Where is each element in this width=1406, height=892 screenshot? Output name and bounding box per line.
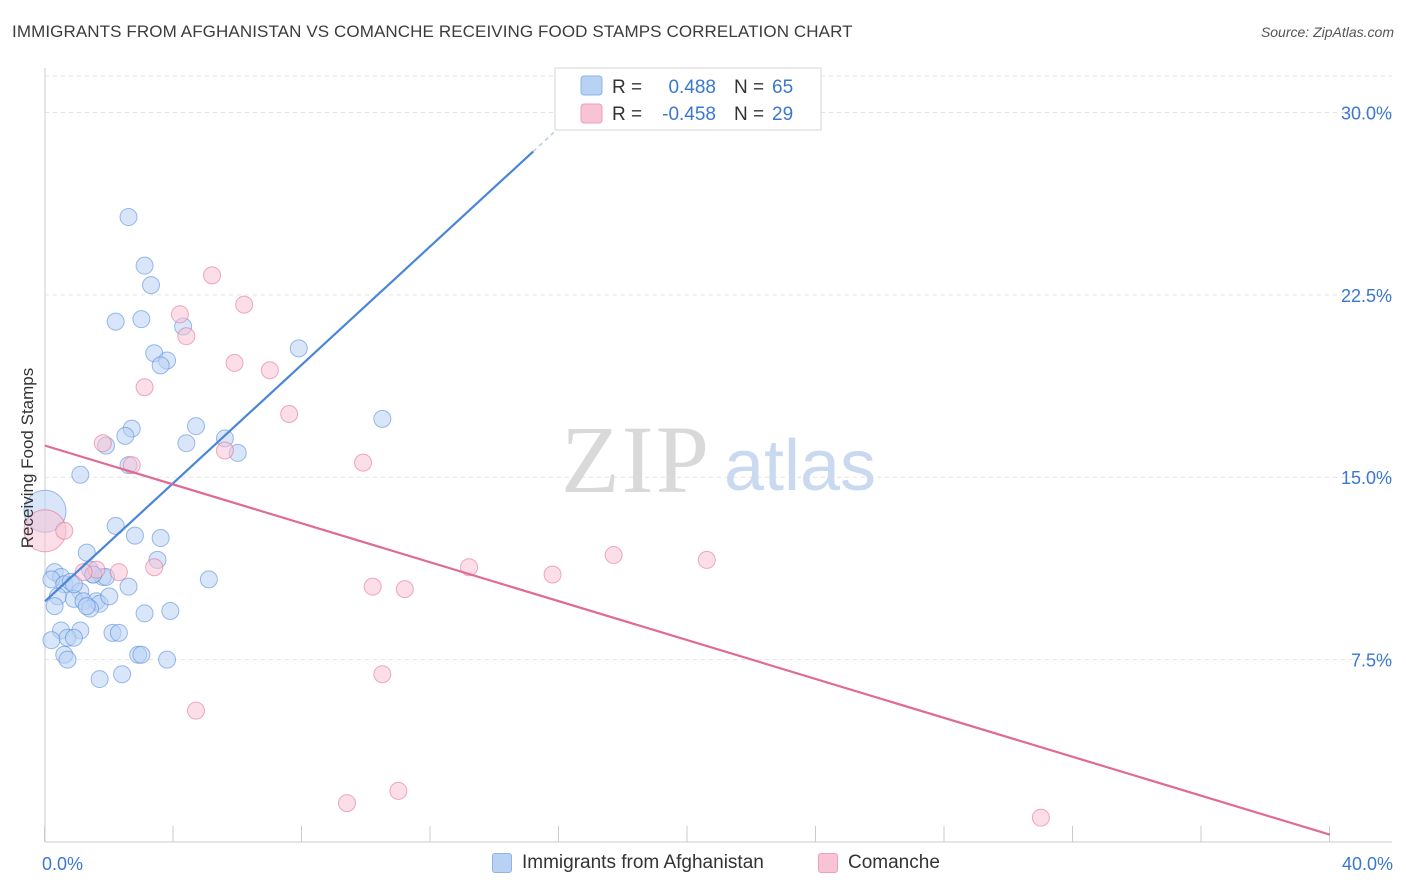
point-afghanistan [58, 650, 77, 669]
point-afghanistan [116, 426, 135, 445]
legend-item-afghanistan: Immigrants from Afghanistan [492, 852, 764, 874]
y-tick-label: 30.0% [1341, 103, 1392, 123]
point-afghanistan [119, 577, 138, 596]
watermark-zip: ZIP [561, 406, 711, 513]
legend-swatch-afghanistan [492, 853, 512, 873]
y-tick-label: 7.5% [1351, 651, 1392, 671]
point-comanche [354, 453, 373, 472]
x-tick-label: 40.0% [1342, 854, 1393, 874]
point-comanche [1031, 808, 1050, 827]
series-legend: Immigrants from Afghanistan Comanche [0, 852, 1406, 878]
point-comanche [395, 580, 414, 599]
point-afghanistan [119, 208, 138, 227]
stats-r-value-1: 0.488 [668, 77, 716, 98]
point-comanche [260, 361, 279, 380]
point-afghanistan [45, 597, 64, 616]
point-comanche [74, 563, 93, 582]
legend-item-comanche: Comanche [818, 852, 940, 874]
point-afghanistan [100, 587, 119, 606]
point-comanche [280, 405, 299, 424]
point-afghanistan [109, 623, 128, 642]
point-afghanistan [135, 604, 154, 623]
stats-n-value-1: 65 [772, 77, 793, 98]
point-afghanistan [151, 356, 170, 375]
x-tick-label: 0.0% [42, 854, 83, 874]
y-tick-labels: 7.5% 15.0% 22.5% 30.0% [1341, 103, 1392, 670]
point-afghanistan [71, 465, 90, 484]
gridlines [45, 75, 1392, 661]
point-afghanistan [289, 339, 308, 358]
point-comanche [389, 781, 408, 800]
point-comanche [186, 701, 205, 720]
point-afghanistan [177, 434, 196, 453]
chart-title: IMMIGRANTS FROM AFGHANISTAN VS COMANCHE … [12, 22, 853, 41]
watermark: ZIP atlas [561, 406, 876, 513]
point-afghanistan [161, 601, 180, 620]
stats-swatch-comanche [580, 103, 603, 124]
point-afghanistan [199, 570, 218, 589]
stats-n-label-1: N = [734, 77, 764, 98]
data-points [23, 208, 1050, 827]
source-label: Source: ZipAtlas.com [1260, 24, 1394, 40]
point-comanche [460, 558, 479, 577]
point-comanche [543, 565, 562, 584]
point-comanche [109, 563, 128, 582]
point-comanche [604, 546, 623, 565]
point-comanche [177, 327, 196, 346]
point-comanche [55, 521, 74, 540]
stats-r-label-1: R = [612, 77, 642, 98]
point-comanche [170, 305, 189, 324]
point-comanche [235, 295, 254, 314]
point-afghanistan [77, 543, 96, 562]
point-afghanistan [125, 526, 144, 545]
point-afghanistan [158, 650, 177, 669]
point-afghanistan [113, 665, 132, 684]
axes [44, 68, 1392, 843]
x-tick-labels: 0.0% 40.0% [42, 854, 1393, 874]
point-afghanistan [64, 628, 83, 647]
stats-n-value-2: 29 [772, 104, 793, 125]
point-comanche [697, 550, 716, 569]
point-afghanistan [373, 409, 392, 428]
point-afghanistan [42, 631, 61, 650]
y-tick-label: 15.0% [1341, 468, 1392, 488]
point-afghanistan [142, 276, 161, 295]
point-comanche [135, 378, 154, 397]
legend-label-afghanistan: Immigrants from Afghanistan [522, 852, 764, 873]
point-comanche [122, 456, 141, 475]
point-afghanistan [90, 670, 109, 689]
legend-label-comanche: Comanche [848, 852, 940, 873]
point-comanche [337, 794, 356, 813]
stats-n-label-2: N = [734, 104, 764, 125]
point-afghanistan [106, 516, 125, 535]
stats-r-label-2: R = [612, 104, 642, 125]
stats-swatch-afghanistan [580, 75, 603, 96]
trend-line-afghanistan [44, 150, 535, 603]
point-afghanistan [151, 529, 170, 548]
point-comanche [145, 558, 164, 577]
point-comanche [203, 266, 222, 285]
point-comanche [93, 434, 112, 453]
watermark-atlas: atlas [724, 426, 876, 506]
point-afghanistan [132, 310, 151, 329]
point-comanche [363, 577, 382, 596]
legend-swatch-comanche [818, 853, 838, 873]
point-comanche [373, 665, 392, 684]
stats-r-value-2: -0.458 [662, 104, 716, 125]
y-axis-label: Receiving Food Stamps [18, 368, 37, 548]
point-afghanistan [132, 645, 151, 664]
point-afghanistan [186, 417, 205, 436]
point-comanche [225, 353, 244, 372]
point-afghanistan [77, 597, 96, 616]
point-afghanistan [135, 256, 154, 275]
point-afghanistan [106, 312, 125, 331]
point-comanche [215, 441, 234, 460]
y-tick-label: 22.5% [1341, 286, 1392, 306]
trend-line-comanche [44, 444, 1331, 836]
stats-legend: R = 0.488 N = 65 R = -0.458 N = 29 [554, 67, 822, 131]
